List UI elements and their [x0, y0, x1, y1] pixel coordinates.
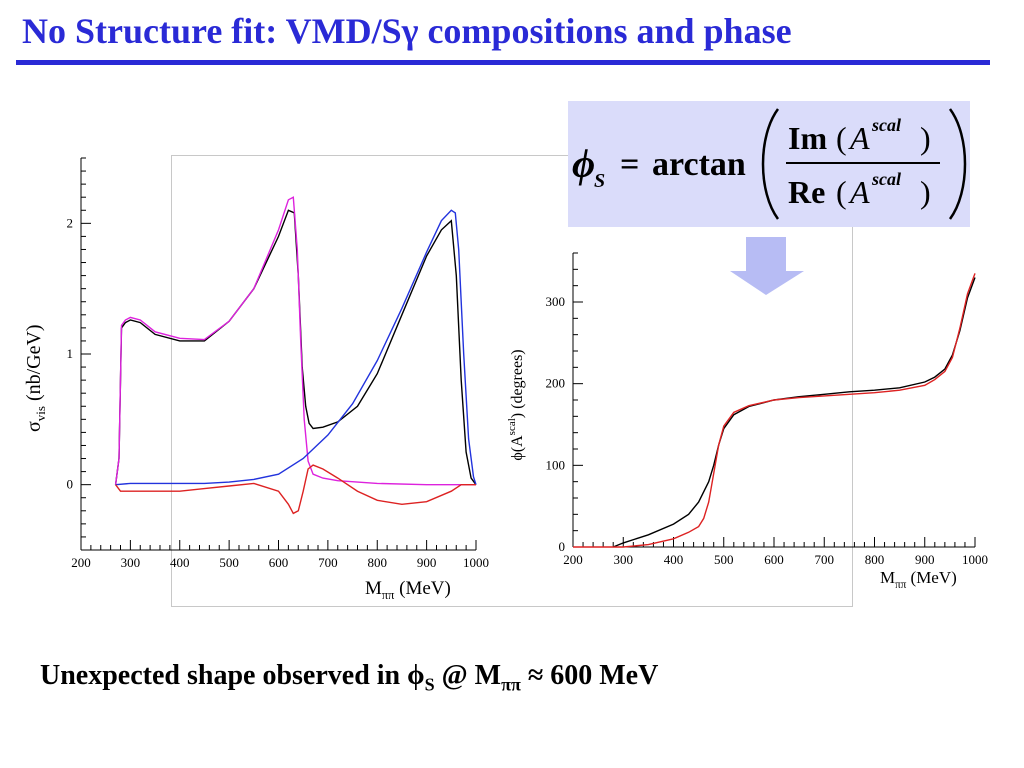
y-tick-label: 0: [67, 477, 74, 492]
caption-phi-sub: S: [424, 674, 435, 695]
series-line-1: [612, 277, 976, 548]
x-tick-label: 600: [269, 555, 289, 570]
formula-box: ϕ S = arctan Im ( A scal ) Re ( A scal ): [568, 101, 970, 227]
phase-chart: 200 300 400 500 600 700 800 900 1000 0 100 200 300 Mπ…: [506, 252, 988, 591]
x-tick-label: 1000: [962, 552, 988, 567]
x-tick-label: 200: [71, 555, 91, 570]
down-arrow-icon: [730, 237, 804, 295]
cross-section-chart: 200 300 400 500 600 700 800 900 1000 0 1 2 Mππ (MeV)…: [23, 157, 489, 602]
formula-phi-sub: S: [594, 170, 605, 192]
y-tick-label: 1: [67, 346, 74, 361]
formula-arctan: arctan: [652, 146, 746, 183]
big-right-paren: [948, 108, 967, 220]
caption-suffix: ≈ 600 MeV: [520, 660, 659, 691]
x-tick-label: 500: [219, 555, 239, 570]
y-axis-label: σvis (nb/GeV): [23, 324, 48, 432]
y-tick-label: 300: [546, 294, 566, 309]
formula-den-close: ): [920, 174, 931, 210]
phase-formula: ϕ S = arctan Im ( A scal ) Re ( A scal ): [572, 108, 967, 220]
formula-equals: =: [620, 146, 639, 183]
x-tick-label: 400: [170, 555, 190, 570]
caption-m-sub: ππ: [501, 674, 521, 695]
formula-num-sup: scal: [871, 115, 901, 135]
formula-num-a: A: [848, 120, 870, 156]
x-tick-label: 800: [368, 555, 388, 570]
formula-num-open: (: [836, 120, 847, 156]
y-tick-label: 100: [546, 457, 566, 472]
x-tick-label: 200: [563, 552, 583, 567]
title-underline: [16, 60, 990, 65]
formula-im: Im: [788, 120, 827, 156]
caption-mid: @ M: [434, 660, 502, 691]
x-tick-label: 700: [815, 552, 835, 567]
y-tick-label: 2: [67, 215, 74, 230]
formula-den-a: A: [848, 174, 870, 210]
caption-phi: ϕ: [407, 660, 425, 691]
x-tick-label: 300: [121, 555, 141, 570]
y-axis-label: ϕ(Ascal) (degrees): [506, 349, 526, 460]
x-tick-label: 800: [865, 552, 885, 567]
series-line-1: [114, 209, 477, 486]
x-tick-label: 500: [714, 552, 734, 567]
y-tick-label: 0: [559, 539, 566, 554]
x-axis-label: Mππ (MeV): [365, 578, 451, 602]
x-tick-label: 900: [417, 555, 437, 570]
formula-num-close: ): [920, 120, 931, 156]
series-line-3: [115, 209, 477, 486]
y-tick-label: 200: [546, 376, 566, 391]
figure-frame: [171, 155, 853, 607]
formula-den-sup: scal: [871, 169, 901, 189]
slide-caption: Unexpected shape observed in ϕS @ Mππ ≈ …: [40, 660, 658, 696]
x-tick-label: 700: [318, 555, 338, 570]
caption-prefix: Unexpected shape observed in: [40, 660, 408, 691]
series-line-2: [573, 273, 976, 548]
slide-title: No Structure fit: VMD/Sγ compositions an…: [22, 11, 792, 51]
big-left-paren: [761, 108, 780, 220]
x-tick-label: 400: [664, 552, 684, 567]
formula-phi: ϕ: [572, 141, 595, 186]
x-tick-label: 300: [614, 552, 634, 567]
series-line-2: [114, 196, 476, 486]
x-tick-label: 900: [915, 552, 935, 567]
x-tick-label: 600: [764, 552, 784, 567]
formula-re: Re: [788, 174, 825, 210]
x-axis-label: Mππ (MeV): [880, 568, 957, 591]
series-line-4: [115, 464, 476, 515]
formula-den-open: (: [836, 174, 847, 210]
x-tick-label: 1000: [463, 555, 489, 570]
